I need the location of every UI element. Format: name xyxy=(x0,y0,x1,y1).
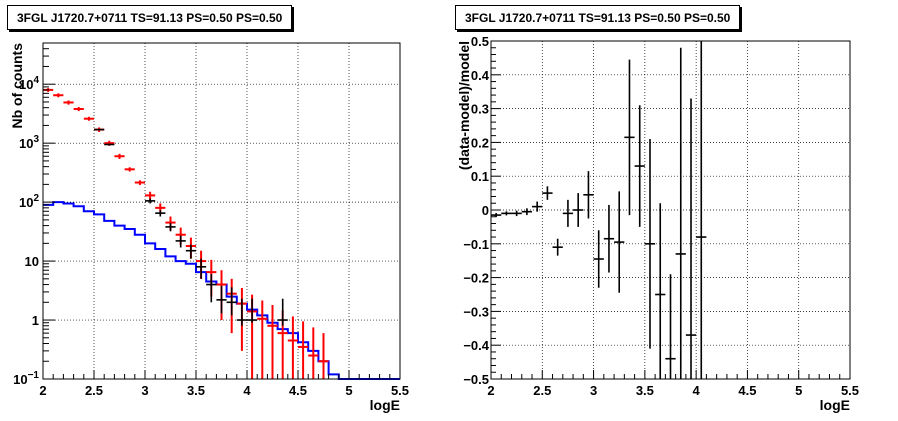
data-point xyxy=(94,128,105,131)
data-point xyxy=(104,143,115,146)
y-tick-label: 0.2 xyxy=(471,135,489,150)
y-axis-title: (data-model)/model xyxy=(456,41,472,170)
y-tick-label: 10−1 xyxy=(13,370,39,387)
model-point xyxy=(308,327,319,379)
model-point xyxy=(73,107,84,112)
x-tick-label: 4 xyxy=(693,383,701,398)
counts-spectrum-panel: 3FGL J1720.7+0711 TS=91.13 PS=0.50 PS=0.… xyxy=(7,5,409,413)
x-tick-label: 2.5 xyxy=(533,383,551,398)
y-tick-label: 103 xyxy=(19,134,39,151)
residual-point xyxy=(644,139,656,349)
residual-point xyxy=(624,59,635,216)
residual-point xyxy=(583,171,594,219)
data-point xyxy=(165,223,176,232)
data-point xyxy=(185,244,196,259)
residuals-plot: 2 2.5 3 3.5 4 4.5 5 5.5 −0.5 −0.4 −0.3 −0.2 −0.1 0 0.1… xyxy=(456,34,859,413)
residual-point xyxy=(562,199,574,227)
x-tick-label: 2 xyxy=(39,383,46,398)
x-tick-label: 5 xyxy=(345,383,352,398)
residual-point xyxy=(532,201,543,212)
data-point xyxy=(175,235,186,248)
y-tick-label: 10 xyxy=(25,254,39,269)
residual-point xyxy=(614,191,625,293)
y-tick-label: 0.4 xyxy=(471,68,490,83)
residual-point xyxy=(675,47,686,379)
plot-area xyxy=(43,43,400,379)
source-model-step-line xyxy=(43,201,400,380)
x-tick-label: 4.5 xyxy=(738,383,756,398)
residual-point xyxy=(634,105,645,227)
data-point xyxy=(206,274,217,303)
x-tick-label: 2 xyxy=(487,383,494,398)
residual-point xyxy=(665,274,676,379)
x-axis-title: logE xyxy=(820,397,850,413)
counts-spectrum-plot: 2 2.5 3 3.5 4 4.5 5 5.5 10−1 1 10 102 103 104 logE Nb o… xyxy=(9,42,409,413)
y-tick-label: −0.4 xyxy=(463,338,489,353)
y-tick-label: 0.5 xyxy=(471,34,489,49)
x-tick-label: 4.5 xyxy=(289,383,307,398)
x-tick-label: 4 xyxy=(243,383,251,398)
residuals-panel: 3FGL J1720.7+0711 TS=91.13 PS=0.50 PS=0.… xyxy=(449,0,898,421)
x-tick-label: 3 xyxy=(141,383,148,398)
x-tick-label: 5.5 xyxy=(841,383,859,398)
y-tick-label: 0.1 xyxy=(471,169,489,184)
x-tick-label: 5.5 xyxy=(391,383,409,398)
data-point xyxy=(247,298,258,323)
data-point xyxy=(196,258,207,279)
residual-point xyxy=(655,203,666,379)
model-point xyxy=(298,321,309,379)
data-point xyxy=(226,287,237,316)
y-axis-title: Nb of counts xyxy=(9,43,25,129)
chart-title: 3FGL J1720.7+0711 TS=91.13 PS=0.50 PS=0.… xyxy=(7,5,293,30)
residual-point xyxy=(696,41,707,379)
y-tick-label: −0.3 xyxy=(463,304,489,319)
x-tick-label: 5 xyxy=(795,383,802,398)
y-tick-label: 104 xyxy=(19,75,39,92)
residual-point xyxy=(511,210,522,217)
y-tick-label: −0.1 xyxy=(463,237,489,252)
x-axis-title: logE xyxy=(370,397,400,413)
model-point xyxy=(63,100,74,105)
residual-point xyxy=(521,208,533,216)
x-tick-label: 2.5 xyxy=(85,383,103,398)
chart-title: 3FGL J1720.7+0711 TS=91.13 PS=0.50 PS=0.… xyxy=(455,5,741,30)
model-point xyxy=(318,333,329,379)
residual-point xyxy=(593,230,604,288)
residual-point xyxy=(501,211,512,216)
residual-point xyxy=(542,186,553,200)
model-point xyxy=(257,300,268,379)
model-point xyxy=(114,153,125,159)
x-tick-label: 3.5 xyxy=(636,383,654,398)
data-point xyxy=(236,298,247,326)
y-tick-label: 102 xyxy=(19,193,39,210)
x-tick-label: 3 xyxy=(590,383,597,398)
y-tick-label: 0 xyxy=(482,203,489,218)
model-point xyxy=(124,167,135,172)
model-point xyxy=(134,180,145,186)
y-tick-label: −0.2 xyxy=(463,271,489,286)
residual-point xyxy=(491,213,502,218)
model-point xyxy=(287,316,298,379)
y-tick-label: 0.3 xyxy=(471,102,489,117)
data-point xyxy=(277,298,288,326)
x-tick-label: 3.5 xyxy=(187,383,205,398)
y-tick-label: −0.5 xyxy=(463,372,489,387)
residual-point xyxy=(573,193,584,227)
model-point xyxy=(267,304,278,379)
data-point xyxy=(216,285,227,314)
data-point xyxy=(155,210,166,217)
model-point xyxy=(53,93,64,98)
residual-point xyxy=(603,204,615,273)
data-point xyxy=(145,198,156,204)
residual-point xyxy=(685,98,697,379)
model-point xyxy=(145,191,156,200)
residual-point xyxy=(552,238,563,256)
y-tick-label: 1 xyxy=(32,313,39,328)
model-point xyxy=(83,116,94,121)
